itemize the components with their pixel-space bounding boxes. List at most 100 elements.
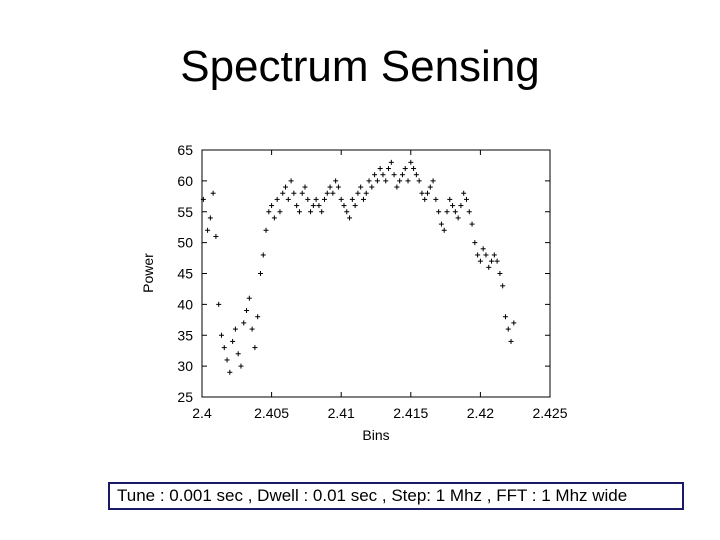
x-tick-label: 2.405 bbox=[254, 405, 289, 421]
data-point bbox=[244, 308, 250, 314]
x-tick-label: 2.415 bbox=[393, 405, 428, 421]
data-point bbox=[216, 301, 222, 307]
data-point bbox=[486, 264, 492, 270]
data-point bbox=[305, 196, 311, 202]
data-point bbox=[472, 240, 478, 246]
y-tick-label: 55 bbox=[177, 204, 193, 220]
data-point bbox=[285, 196, 291, 202]
data-point bbox=[330, 190, 336, 196]
y-tick-label: 25 bbox=[177, 389, 193, 405]
data-point bbox=[313, 196, 319, 202]
data-point bbox=[419, 190, 425, 196]
data-point bbox=[238, 363, 244, 369]
x-tick-label: 2.425 bbox=[532, 405, 567, 421]
data-point bbox=[372, 172, 378, 178]
data-point bbox=[241, 320, 247, 326]
data-point bbox=[291, 190, 297, 196]
data-point bbox=[341, 203, 347, 209]
data-point bbox=[505, 326, 511, 332]
data-point bbox=[500, 283, 506, 289]
data-point bbox=[319, 209, 325, 215]
data-point bbox=[274, 196, 280, 202]
data-point bbox=[355, 190, 361, 196]
data-point bbox=[366, 178, 372, 184]
data-point bbox=[200, 196, 206, 202]
data-point bbox=[263, 227, 269, 233]
spectrum-scatter-chart: 2.4 2.405 2.41 2.415 2.42 2.425 25 30 35 40 45 50 55… bbox=[140, 142, 568, 443]
data-point bbox=[475, 252, 481, 258]
data-point bbox=[257, 271, 263, 276]
data-point bbox=[260, 252, 266, 258]
data-point bbox=[397, 178, 403, 184]
y-tick-label: 35 bbox=[177, 327, 193, 343]
data-point bbox=[489, 258, 495, 264]
y-tick-label: 30 bbox=[177, 358, 193, 374]
axis-ticks: 2.4 2.405 2.41 2.415 2.42 2.425 25 30 35 40 45 50 55… bbox=[177, 142, 567, 421]
data-point bbox=[497, 271, 503, 276]
y-tick-label: 50 bbox=[177, 235, 193, 251]
data-point bbox=[227, 369, 233, 375]
data-point bbox=[394, 184, 400, 190]
data-point bbox=[280, 190, 286, 196]
data-point bbox=[321, 196, 327, 202]
data-point bbox=[450, 203, 456, 209]
data-point bbox=[207, 215, 213, 221]
data-point bbox=[333, 178, 339, 184]
data-point bbox=[294, 203, 300, 209]
data-point bbox=[380, 172, 386, 178]
data-point bbox=[271, 215, 277, 221]
data-point bbox=[316, 203, 322, 209]
data-point bbox=[266, 209, 272, 215]
data-point bbox=[425, 190, 431, 196]
data-point bbox=[480, 246, 486, 252]
data-point bbox=[466, 209, 472, 215]
data-point bbox=[508, 338, 514, 344]
data-point bbox=[352, 203, 358, 209]
data-point bbox=[363, 190, 369, 196]
data-point bbox=[377, 166, 383, 172]
data-point bbox=[246, 295, 252, 301]
data-point bbox=[369, 184, 375, 190]
data-point bbox=[494, 258, 500, 264]
data-point bbox=[430, 178, 436, 184]
y-tick-label: 40 bbox=[177, 296, 193, 312]
data-point bbox=[477, 258, 483, 264]
x-tick-label: 2.41 bbox=[328, 405, 355, 421]
data-point bbox=[310, 203, 316, 209]
data-point bbox=[288, 178, 294, 184]
data-point bbox=[416, 178, 422, 184]
data-point bbox=[402, 166, 408, 172]
data-point bbox=[483, 252, 489, 258]
data-point bbox=[383, 178, 389, 184]
data-point bbox=[349, 196, 355, 202]
data-point bbox=[249, 326, 255, 332]
data-point bbox=[413, 172, 419, 178]
data-point bbox=[358, 184, 364, 190]
data-point bbox=[213, 233, 219, 239]
data-point bbox=[210, 190, 216, 196]
data-point bbox=[252, 345, 258, 351]
data-point bbox=[422, 196, 428, 202]
data-point bbox=[399, 172, 405, 178]
data-point bbox=[224, 357, 230, 363]
data-point bbox=[327, 184, 333, 190]
data-point bbox=[277, 209, 283, 215]
data-point bbox=[296, 209, 302, 215]
y-tick-label: 45 bbox=[177, 266, 193, 282]
data-point bbox=[441, 227, 447, 233]
data-point bbox=[452, 209, 458, 215]
data-point bbox=[455, 215, 461, 221]
data-point bbox=[408, 159, 414, 165]
data-point bbox=[444, 209, 450, 215]
x-tick-label: 2.42 bbox=[467, 405, 494, 421]
x-tick-label: 2.4 bbox=[192, 405, 212, 421]
data-point bbox=[469, 221, 475, 227]
data-point bbox=[299, 190, 305, 196]
data-point bbox=[458, 203, 464, 209]
data-point bbox=[405, 178, 411, 184]
data-point bbox=[221, 345, 227, 351]
data-point bbox=[218, 332, 224, 338]
data-point bbox=[269, 203, 275, 209]
slide-title: Spectrum Sensing bbox=[180, 42, 540, 91]
data-point bbox=[388, 159, 394, 165]
